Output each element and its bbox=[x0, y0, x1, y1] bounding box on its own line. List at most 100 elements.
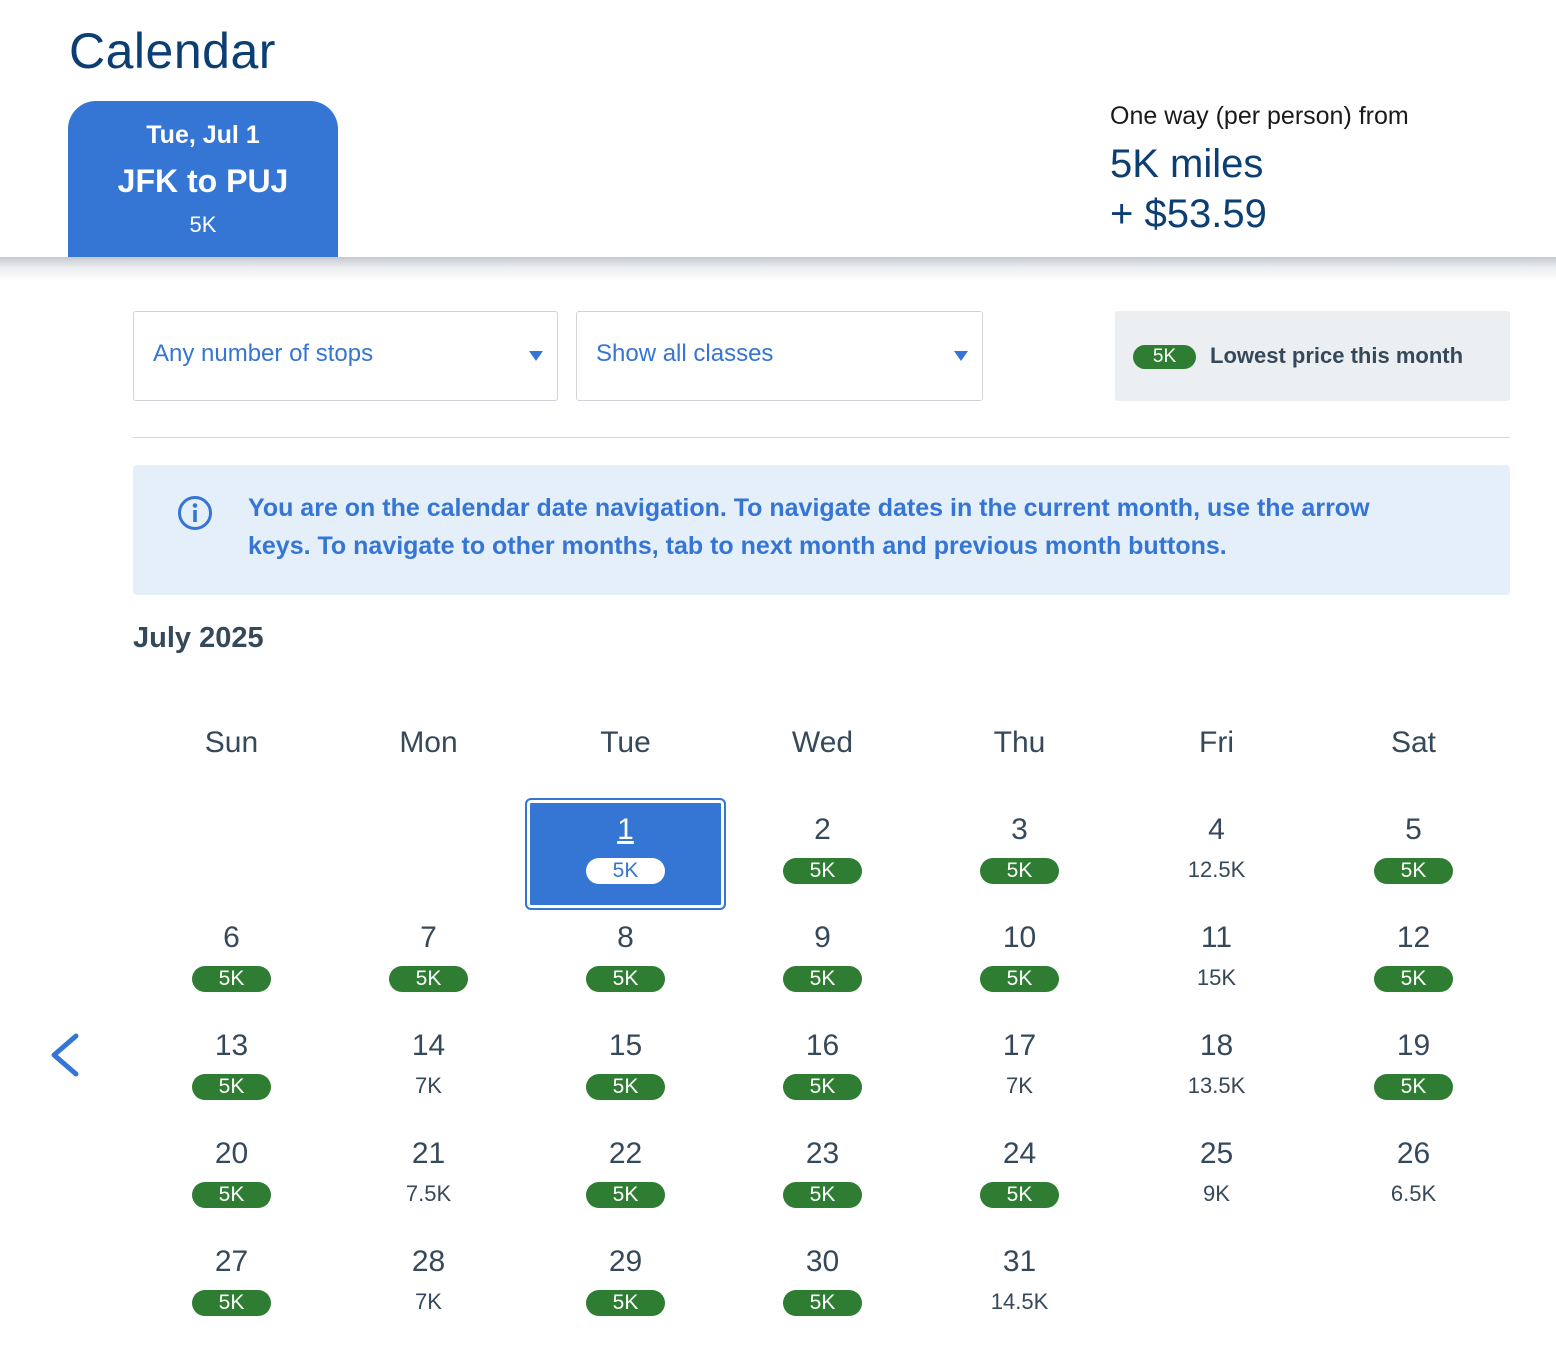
calendar-day-25[interactable]: 25 9K bbox=[1118, 1124, 1315, 1232]
header-shadow bbox=[0, 257, 1556, 281]
day-number: 9 bbox=[814, 921, 831, 954]
calendar-day-1[interactable]: 1 5K bbox=[525, 798, 726, 910]
day-number: 29 bbox=[608, 1245, 643, 1278]
day-number: 15 bbox=[608, 1029, 643, 1062]
trip-date: Tue, Jul 1 bbox=[146, 121, 260, 149]
weekday-sat: Sat bbox=[1390, 726, 1437, 759]
lowest-price-badge: 5K bbox=[783, 858, 862, 884]
weekday-tue: Tue bbox=[600, 726, 651, 759]
day-number: 4 bbox=[1208, 813, 1225, 846]
day-number: 24 bbox=[1002, 1137, 1037, 1170]
fare-taxes: + $53.59 bbox=[1110, 192, 1267, 236]
calendar-day-15[interactable]: 15 5K bbox=[527, 1016, 724, 1124]
day-number: 5 bbox=[1405, 813, 1422, 846]
calendar-day-10[interactable]: 10 5K bbox=[921, 908, 1118, 1016]
trip-tab[interactable]: Tue, Jul 1 JFK to PUJ 5K bbox=[68, 101, 338, 257]
classes-select-value: Show all classes bbox=[596, 340, 774, 367]
info-banner: You are on the calendar date navigation.… bbox=[133, 465, 1510, 595]
calendar-day-11[interactable]: 11 15K bbox=[1118, 908, 1315, 1016]
day-number: 23 bbox=[805, 1137, 840, 1170]
day-price: 13.5K bbox=[1187, 1073, 1246, 1098]
calendar-day-8[interactable]: 8 5K bbox=[527, 908, 724, 1016]
calendar-day-2[interactable]: 2 5K bbox=[724, 800, 921, 908]
day-price: 14.5K bbox=[990, 1289, 1049, 1314]
day-price: 7K bbox=[415, 1289, 442, 1314]
day-number: 2 bbox=[814, 813, 831, 846]
lowest-price-badge: 5K bbox=[192, 1290, 271, 1316]
day-number: 16 bbox=[805, 1029, 840, 1062]
day-price: 7K bbox=[415, 1073, 442, 1098]
lowest-price-badge: 5K bbox=[1374, 966, 1453, 992]
chevron-left-icon[interactable] bbox=[40, 1028, 90, 1082]
calendar-day-20[interactable]: 20 5K bbox=[133, 1124, 330, 1232]
calendar-day-6[interactable]: 6 5K bbox=[133, 908, 330, 1016]
info-circle-icon bbox=[178, 496, 212, 530]
weekday-header: Sun Mon Tue Wed Thu Fri Sat bbox=[133, 726, 1510, 766]
calendar-day-3[interactable]: 3 5K bbox=[921, 800, 1118, 908]
day-number: 25 bbox=[1199, 1137, 1234, 1170]
day-number: 11 bbox=[1200, 921, 1233, 954]
lowest-price-badge: 5K bbox=[980, 858, 1059, 884]
weekday-wed: Wed bbox=[791, 726, 854, 759]
lowest-price-badge: 5K bbox=[192, 1074, 271, 1100]
day-number: 3 bbox=[1011, 813, 1028, 846]
calendar-day-13[interactable]: 13 5K bbox=[133, 1016, 330, 1124]
page-header: Calendar Tue, Jul 1 JFK to PUJ 5K One wa… bbox=[0, 0, 1556, 257]
calendar-day-4[interactable]: 4 12.5K bbox=[1118, 800, 1315, 908]
calendar-day-19[interactable]: 19 5K bbox=[1315, 1016, 1512, 1124]
calendar-day-21[interactable]: 21 7.5K bbox=[330, 1124, 527, 1232]
calendar-day-27[interactable]: 27 5K bbox=[133, 1232, 330, 1340]
lowest-price-badge: 5K bbox=[783, 1074, 862, 1100]
day-price: 12.5K bbox=[1187, 857, 1246, 882]
calendar-day-28[interactable]: 28 7K bbox=[330, 1232, 527, 1340]
day-number: 10 bbox=[1002, 921, 1037, 954]
calendar-day-31[interactable]: 31 14.5K bbox=[921, 1232, 1118, 1340]
calendar-day-24[interactable]: 24 5K bbox=[921, 1124, 1118, 1232]
price-legend: 5K Lowest price this month bbox=[1115, 311, 1510, 401]
day-number: 19 bbox=[1396, 1029, 1431, 1062]
legend-pill: 5K bbox=[1133, 345, 1196, 369]
day-number: 22 bbox=[608, 1137, 643, 1170]
calendar-day-16[interactable]: 16 5K bbox=[724, 1016, 921, 1124]
calendar-day-22[interactable]: 22 5K bbox=[527, 1124, 724, 1232]
page-title: Calendar bbox=[69, 23, 276, 79]
calendar-day-14[interactable]: 14 7K bbox=[330, 1016, 527, 1124]
day-number: 12 bbox=[1396, 921, 1431, 954]
calendar-day-12[interactable]: 12 5K bbox=[1315, 908, 1512, 1016]
calendar-day-18[interactable]: 18 13.5K bbox=[1118, 1016, 1315, 1124]
calendar-day-9[interactable]: 9 5K bbox=[724, 908, 921, 1016]
lowest-price-badge: 5K bbox=[783, 1182, 862, 1208]
day-price: 9K bbox=[1203, 1181, 1230, 1206]
classes-select[interactable]: Show all classes bbox=[576, 311, 983, 401]
day-price: 7.5K bbox=[405, 1181, 452, 1206]
lowest-price-badge: 5K bbox=[586, 1182, 665, 1208]
day-price: 6.5K bbox=[1390, 1181, 1437, 1206]
stops-select[interactable]: Any number of stops bbox=[133, 311, 558, 401]
calendar-day-5[interactable]: 5 5K bbox=[1315, 800, 1512, 908]
day-number: 17 bbox=[1002, 1029, 1037, 1062]
calendar-day-17[interactable]: 17 7K bbox=[921, 1016, 1118, 1124]
day-number: 18 bbox=[1199, 1029, 1234, 1062]
day-number: 13 bbox=[214, 1029, 249, 1062]
info-text: You are on the calendar date navigation.… bbox=[248, 494, 1370, 560]
lowest-price-badge: 5K bbox=[1374, 1074, 1453, 1100]
day-number: 27 bbox=[214, 1245, 249, 1278]
lowest-price-badge: 5K bbox=[586, 1290, 665, 1316]
calendar-day-29[interactable]: 29 5K bbox=[527, 1232, 724, 1340]
lowest-price-badge: 5K bbox=[783, 966, 862, 992]
trip-route: JFK to PUJ bbox=[117, 163, 289, 199]
day-number: 1 bbox=[617, 813, 634, 846]
fare-label: One way (per person) from bbox=[1110, 102, 1409, 130]
day-number: 20 bbox=[214, 1137, 249, 1170]
calendar-day-23[interactable]: 23 5K bbox=[724, 1124, 921, 1232]
day-number: 26 bbox=[1396, 1137, 1431, 1170]
divider bbox=[133, 437, 1510, 438]
weekday-thu: Thu bbox=[993, 726, 1046, 759]
calendar-day-26[interactable]: 26 6.5K bbox=[1315, 1124, 1512, 1232]
calendar-day-7[interactable]: 7 5K bbox=[330, 908, 527, 1016]
weekday-sun: Sun bbox=[204, 726, 259, 759]
weekday-mon: Mon bbox=[399, 726, 458, 759]
calendar-day-30[interactable]: 30 5K bbox=[724, 1232, 921, 1340]
day-number: 8 bbox=[617, 921, 634, 954]
day-price: 7K bbox=[1006, 1073, 1033, 1098]
